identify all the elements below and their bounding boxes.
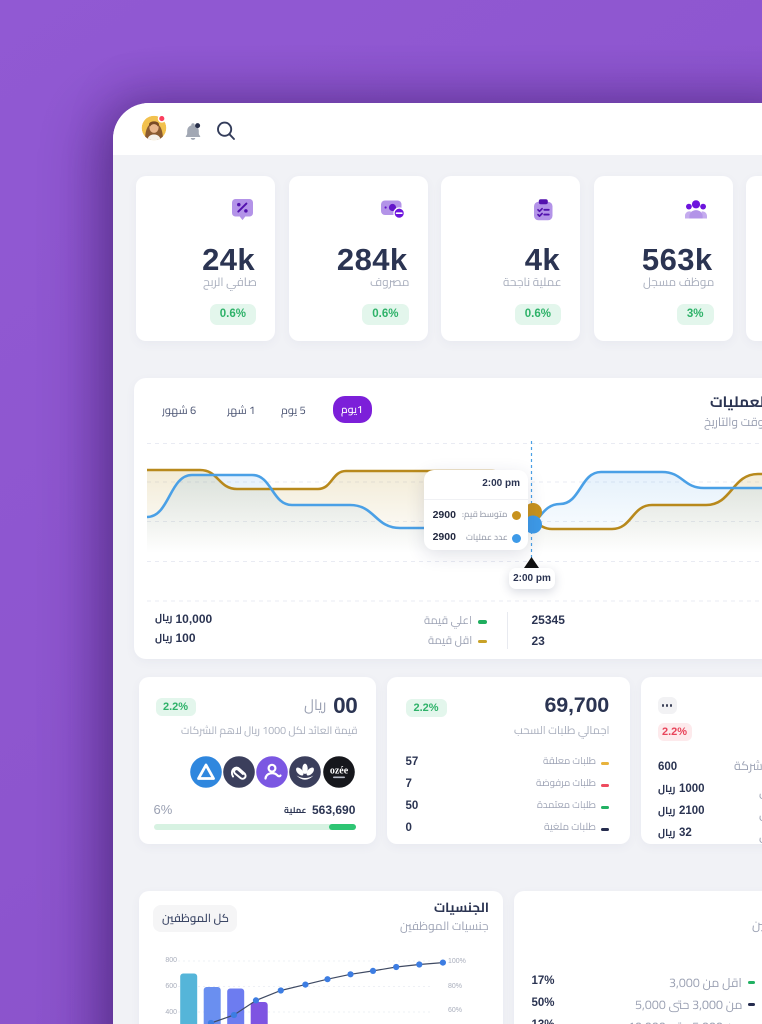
svg-text:ozée: ozée [330,765,349,776]
